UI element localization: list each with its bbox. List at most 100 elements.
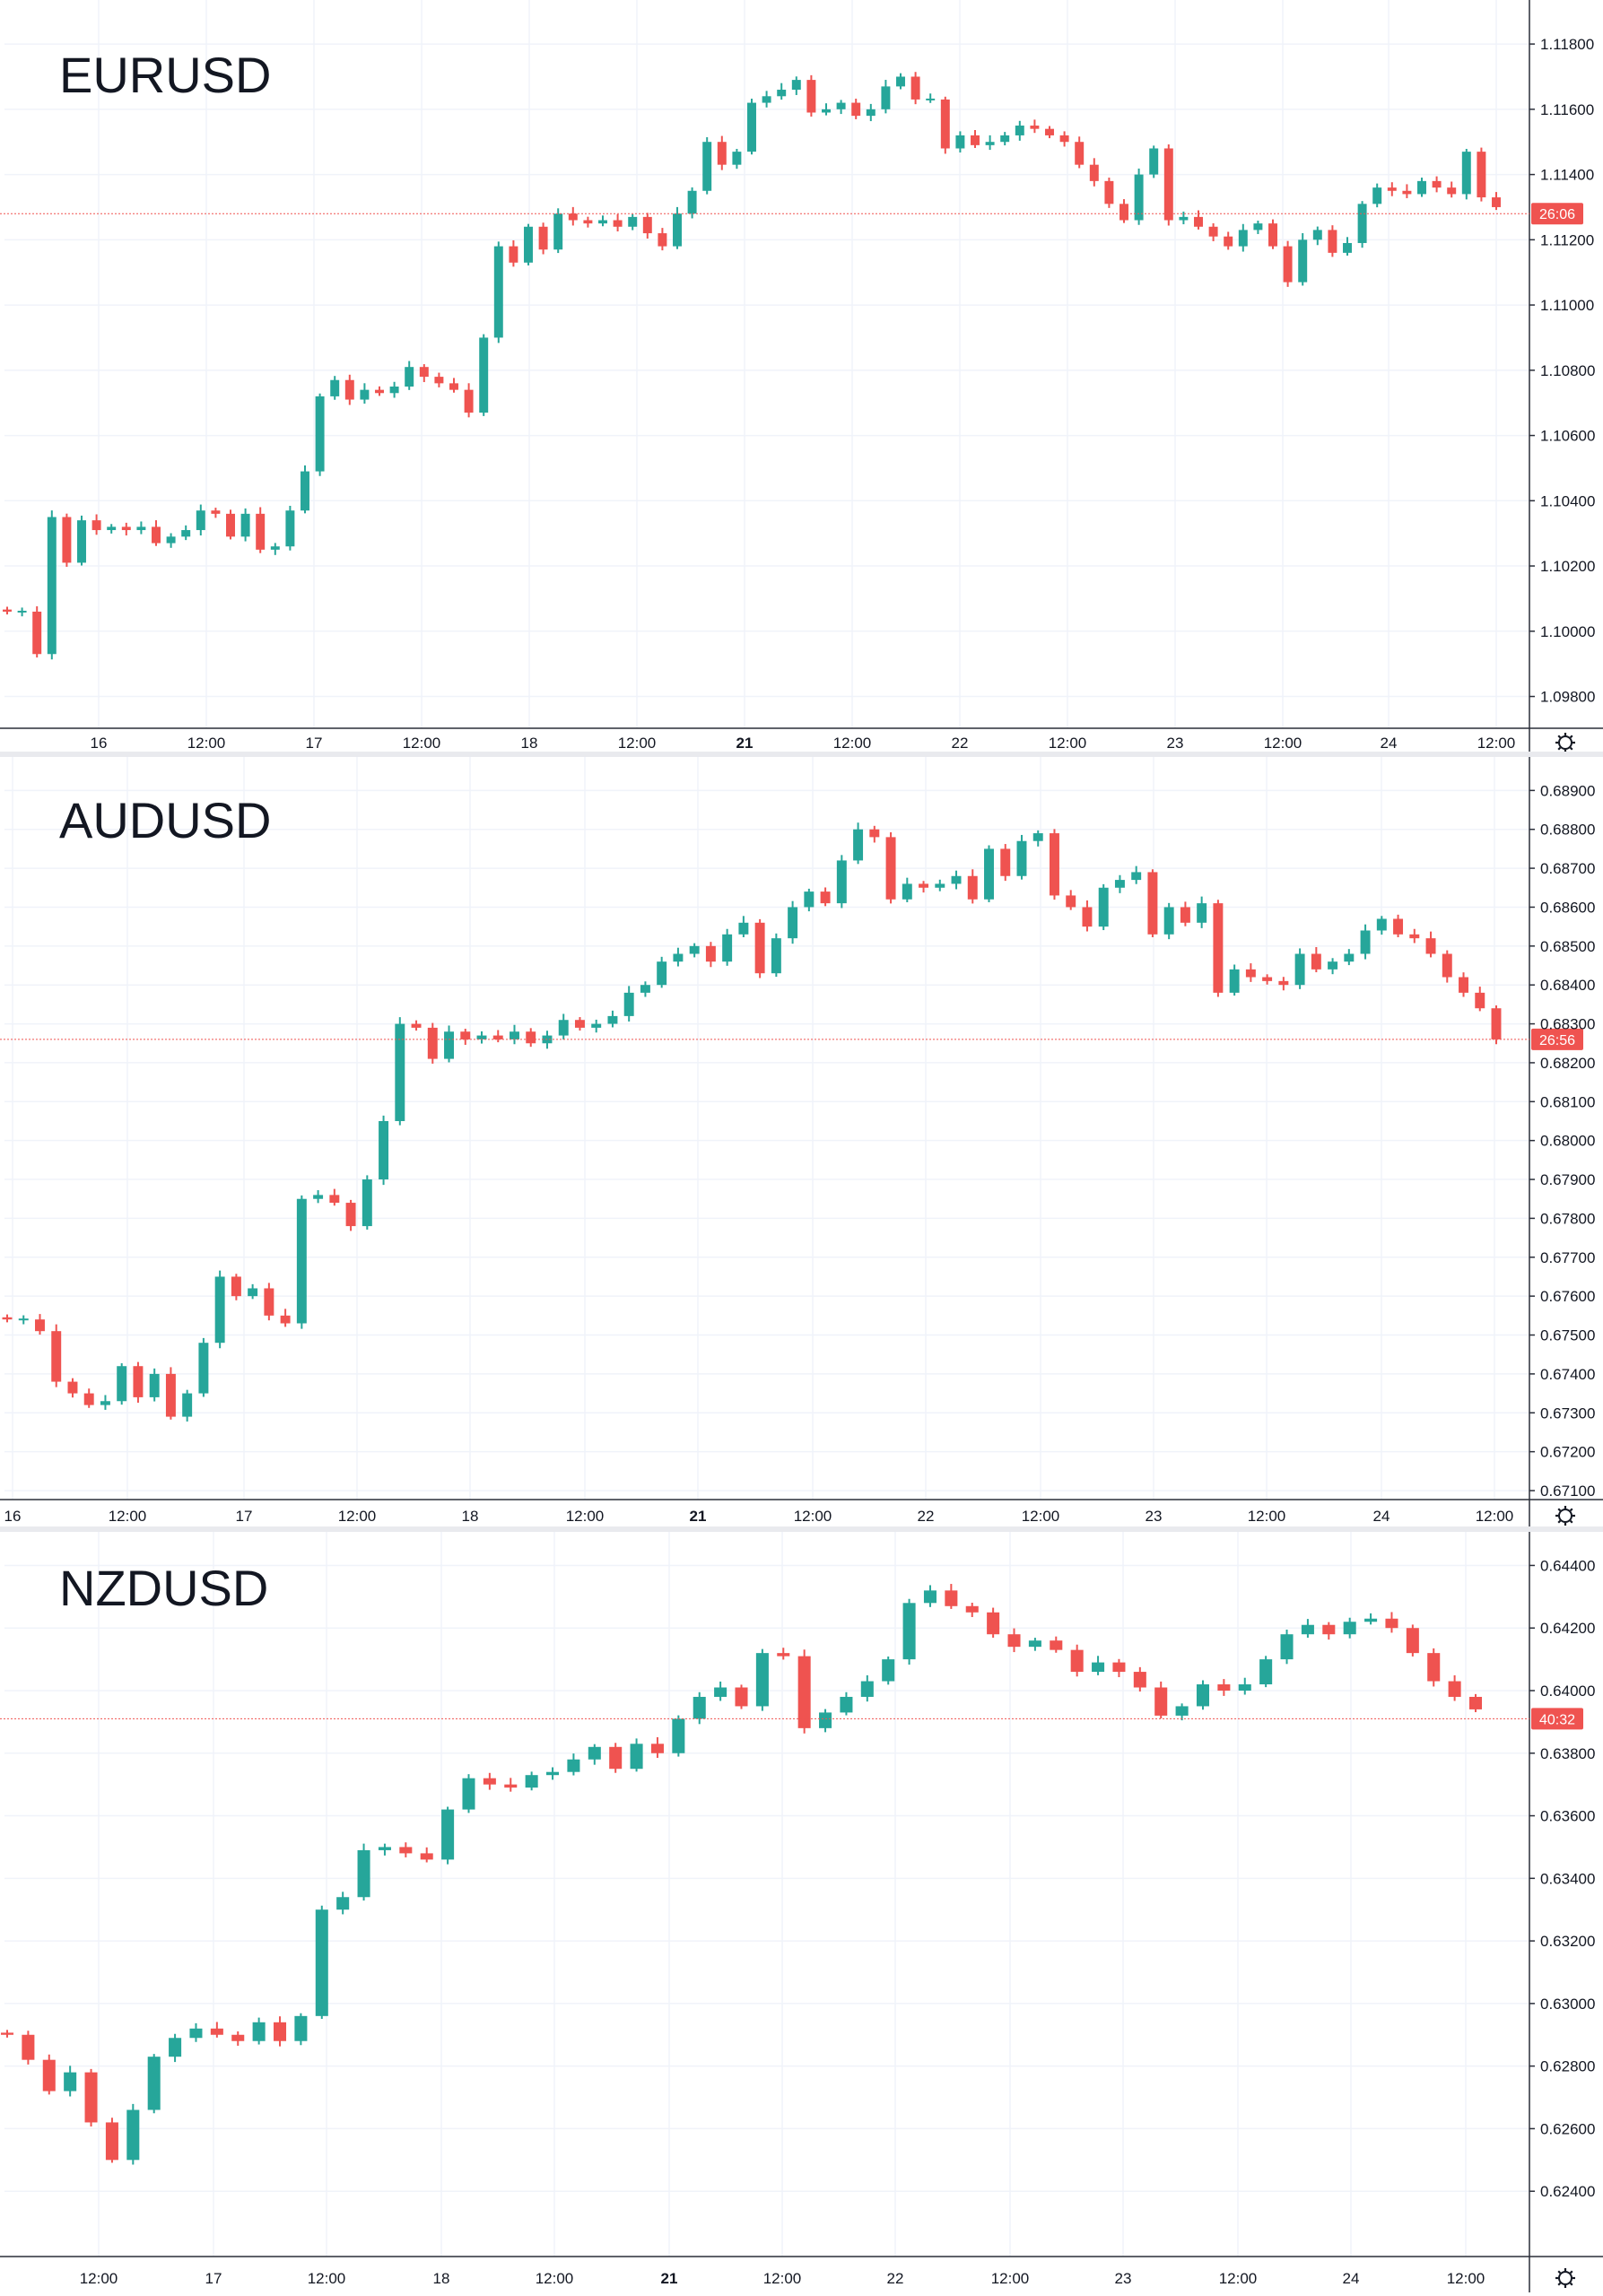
candle-body xyxy=(17,610,27,613)
audusd-chart[interactable]: AUDUSD26:560.689000.688000.687000.686000… xyxy=(0,757,1603,1526)
gear-icon-ring xyxy=(1558,735,1573,750)
candle-body xyxy=(1149,148,1159,175)
candle-body xyxy=(1098,887,1109,927)
price-tick-label: 1.10400 xyxy=(1540,492,1595,509)
candle-body xyxy=(483,1778,496,1785)
candles xyxy=(2,822,1502,1422)
candle-body xyxy=(1344,953,1355,962)
price-tick-label: 0.68400 xyxy=(1540,977,1595,994)
price-tick-label: 1.11200 xyxy=(1540,231,1594,248)
price-tick-label: 0.67900 xyxy=(1540,1171,1595,1188)
candle-body xyxy=(836,860,847,904)
candle-body xyxy=(1032,833,1043,841)
gear-icon[interactable] xyxy=(1555,2268,1575,2288)
candle-body xyxy=(546,1771,560,1776)
candle-body xyxy=(860,1681,874,1697)
audusd-chart-panel[interactable]: AUDUSD 26:56 0.68900 0.68800 0.68700 0.68600 0… xyxy=(0,757,1603,1526)
candle-body xyxy=(1417,180,1426,195)
candle-body xyxy=(35,1319,45,1332)
candle-body xyxy=(640,985,650,993)
candle-body xyxy=(591,1023,602,1028)
candle-body xyxy=(1268,223,1277,247)
gear-icon-tooth xyxy=(1557,1519,1562,1524)
price-tick-label: 0.62600 xyxy=(1540,2120,1595,2137)
candle-body xyxy=(526,1031,536,1044)
nzdusd-chart-panel[interactable]: NZDUSD 40:32 0.64400 0.64200 0.64000 0.63800 0… xyxy=(0,1532,1603,2296)
candle-body xyxy=(1278,980,1289,986)
price-tick-label: 0.67200 xyxy=(1540,1444,1595,1461)
candle-body xyxy=(389,387,399,394)
candle-body xyxy=(22,2034,35,2060)
time-tick-label: 24 xyxy=(1373,1508,1390,1525)
candle-body xyxy=(568,213,578,221)
candle-body xyxy=(598,220,607,224)
candle-body xyxy=(885,837,896,900)
candle-body xyxy=(732,152,742,165)
candle-body xyxy=(881,86,891,109)
price-tick-label: 0.68200 xyxy=(1540,1055,1595,1072)
time-tick-label: 12:00 xyxy=(338,1508,377,1525)
candle-body xyxy=(1213,903,1224,993)
candle-body xyxy=(1133,1672,1146,1688)
candle-body xyxy=(3,609,12,612)
candle-body xyxy=(762,96,771,103)
price-tick-label: 1.10200 xyxy=(1540,558,1595,575)
candle-body xyxy=(583,220,593,224)
candle-body xyxy=(270,546,280,550)
candle-body xyxy=(211,510,221,514)
nzdusd-chart[interactable]: NZDUSD40:320.644000.642000.640000.638000… xyxy=(0,1532,1603,2296)
candle-body xyxy=(51,1331,62,1382)
candle-body xyxy=(1280,1634,1294,1660)
candle-body xyxy=(553,213,563,250)
price-tick-label: 1.10000 xyxy=(1540,623,1595,640)
candles xyxy=(3,72,1501,660)
candle-body xyxy=(1461,152,1471,195)
price-tick-label: 0.63800 xyxy=(1540,1745,1595,1762)
time-tick-label: 12:00 xyxy=(80,2270,118,2287)
gear-icon[interactable] xyxy=(1555,1506,1575,1526)
price-tick-label: 0.63000 xyxy=(1540,1996,1595,2013)
candle-body xyxy=(777,1653,790,1657)
candle-body xyxy=(788,907,798,939)
candle-body xyxy=(1283,246,1293,283)
countdown-badge xyxy=(1531,1708,1583,1730)
eurusd-chart-panel[interactable]: EURUSD 26:06 1.11800 1.11600 1.11400 1.11200 1… xyxy=(0,0,1603,752)
countdown-badge xyxy=(1531,1028,1583,1050)
candle-body xyxy=(1075,142,1085,165)
candle-body xyxy=(607,1015,618,1024)
candle-body xyxy=(492,1035,503,1039)
candle-body xyxy=(910,76,920,100)
gear-icon-tooth xyxy=(1557,2282,1562,2286)
candle-body xyxy=(509,246,518,263)
candle-body xyxy=(722,934,733,962)
candle-body xyxy=(357,1849,370,1898)
candle-body xyxy=(210,2028,223,2035)
candle-body xyxy=(226,513,235,537)
eurusd-chart[interactable]: EURUSD26:061.118001.116001.114001.112001… xyxy=(0,0,1603,752)
candle-body xyxy=(1360,930,1371,954)
gear-icon-tooth xyxy=(1557,746,1562,751)
candle-body xyxy=(362,1179,372,1227)
candle-body xyxy=(574,1020,585,1028)
price-axis-labels: 0.68900 0.68800 0.68700 0.68600 0.68500 0.684… xyxy=(1529,782,1595,1500)
gear-icon-tooth xyxy=(1569,735,1573,739)
candle-body xyxy=(820,891,831,904)
candle-body xyxy=(1328,230,1337,253)
time-tick-label: 12:00 xyxy=(618,735,657,752)
candle-body xyxy=(1007,1634,1021,1648)
price-axis-labels: 0.64400 0.64200 0.64000 0.63800 0.63600 0.634… xyxy=(1529,1557,1595,2200)
candle-body xyxy=(280,1315,291,1324)
candle-body xyxy=(840,1696,853,1713)
candle-body xyxy=(689,945,700,954)
candle-body xyxy=(121,526,131,531)
time-tick-label: 12:00 xyxy=(1049,735,1087,752)
candle-body xyxy=(851,102,861,117)
candle-body xyxy=(1448,1681,1461,1697)
candle-body xyxy=(804,891,815,908)
candle-body xyxy=(919,883,929,888)
candle-body xyxy=(1491,1008,1502,1039)
candle-body xyxy=(902,1603,916,1660)
gear-icon[interactable] xyxy=(1555,733,1575,752)
candle-body xyxy=(1208,226,1218,237)
time-axis-labels: 12:00 17 12:00 18 12:00 21 12:00 22 12:00 23 12:00… xyxy=(80,2270,1485,2287)
